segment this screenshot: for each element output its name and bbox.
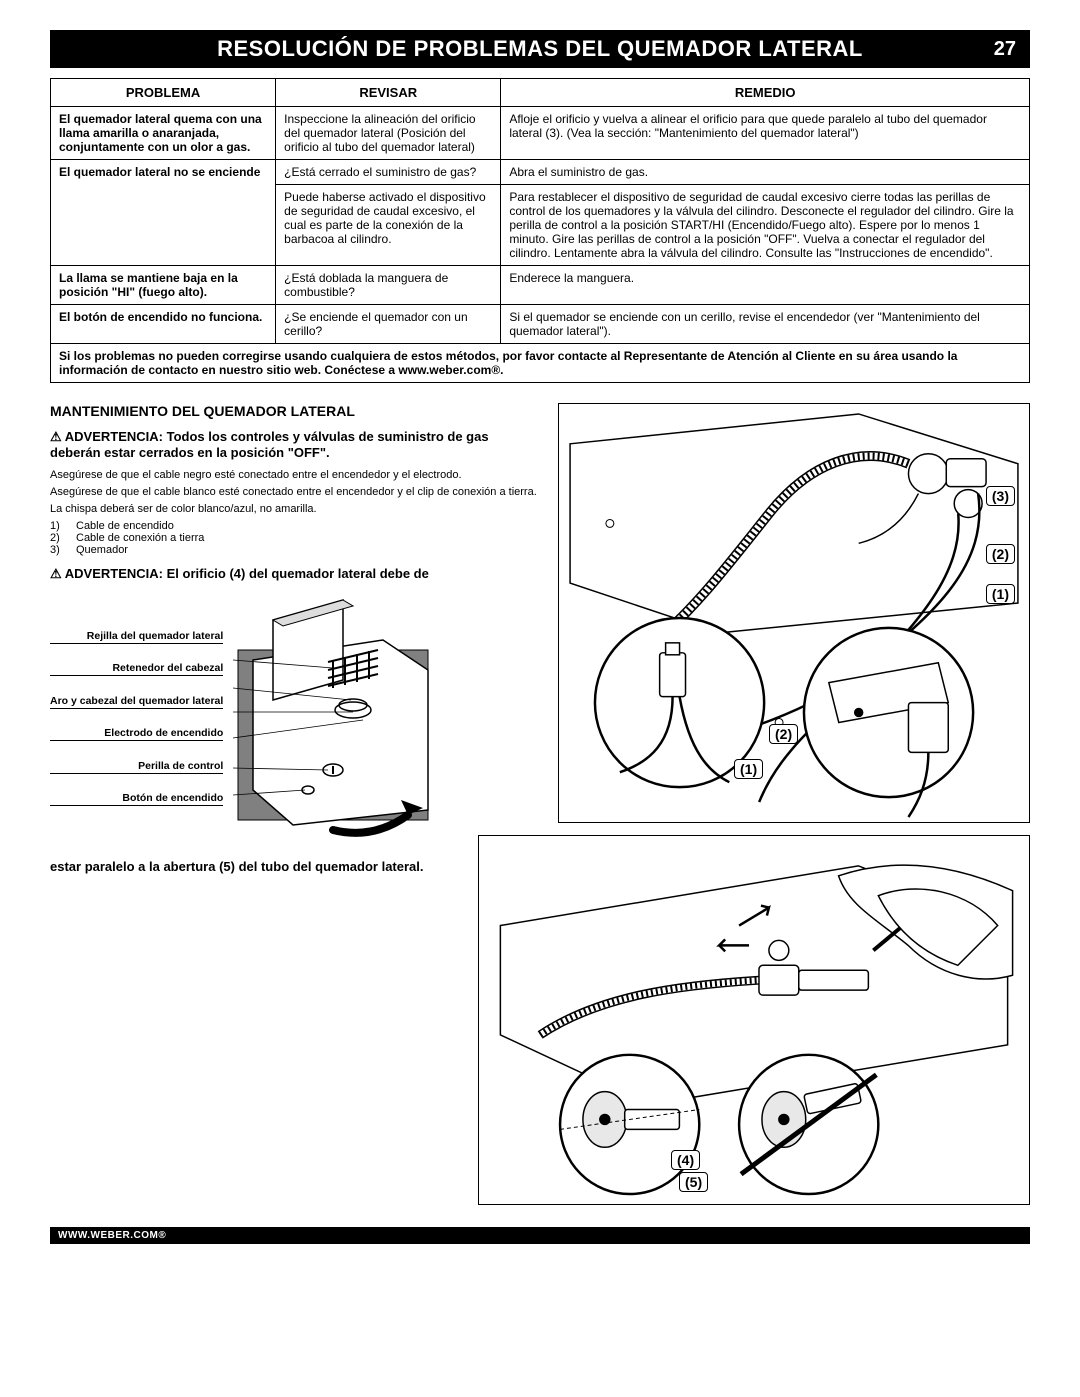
part-label: Botón de encendido — [50, 792, 223, 806]
maintenance-title: MANTENIMIENTO DEL QUEMADOR LATERAL — [50, 403, 540, 419]
maint-p1: Asegúrese de que el cable negro esté con… — [50, 468, 540, 482]
list-item: 1)Cable de encendido — [50, 520, 540, 532]
part-label: Rejilla del quemador lateral — [50, 630, 223, 644]
orifice-illustration: (4) (5) — [478, 835, 1030, 1205]
part-labels: Rejilla del quemador lateral Retenedor de… — [50, 590, 223, 845]
part-label: Perilla de control — [50, 760, 223, 774]
callout-1a: (1) — [986, 584, 1015, 604]
col-revisar: REVISAR — [276, 79, 501, 107]
col-problema: PROBLEMA — [51, 79, 276, 107]
list-item: 3)Quemador — [50, 544, 540, 556]
wiring-illustration: (3) (2) (1) (2) (1) — [558, 403, 1030, 823]
numbered-list: 1)Cable de encendido2)Cable de conexión … — [50, 520, 540, 556]
page-title: RESOLUCIÓN DE PROBLEMAS DEL QUEMADOR LAT… — [217, 36, 863, 62]
callout-3: (3) — [986, 486, 1015, 506]
warning-1: ⚠ ADVERTENCIA: Todos los controles y vál… — [50, 429, 540, 462]
table-row: El botón de encendido no funciona. — [51, 305, 276, 344]
page-number: 27 — [994, 38, 1016, 61]
table-footer: Si los problemas no pueden corregirse us… — [51, 344, 1030, 383]
warning-2: ⚠ ADVERTENCIA: El orificio (4) del quema… — [50, 566, 540, 582]
page-footer: WWW.WEBER.COM® — [50, 1227, 1030, 1244]
part-label: Aro y cabezal del quemador lateral — [50, 695, 223, 709]
callout-5: (5) — [679, 1172, 708, 1192]
part-label: Retenedor del cabezal — [50, 662, 223, 676]
table-row: El quemador lateral no se enciende — [51, 160, 276, 266]
col-remedio: REMEDIO — [501, 79, 1030, 107]
table-row: El quemador lateral quema con una llama … — [51, 107, 276, 160]
page-header: RESOLUCIÓN DE PROBLEMAS DEL QUEMADOR LAT… — [50, 30, 1030, 68]
warning-2-cont: estar paralelo a la abertura (5) del tub… — [50, 859, 540, 875]
callout-2b: (2) — [769, 724, 798, 744]
part-label: Electrodo de encendido — [50, 727, 223, 741]
table-row: La llama se mantiene baja en la posición… — [51, 266, 276, 305]
maint-p3: La chispa deberá ser de color blanco/azu… — [50, 502, 540, 516]
callout-4: (4) — [671, 1150, 700, 1170]
callout-1b: (1) — [734, 759, 763, 779]
list-item: 2)Cable de conexión a tierra — [50, 532, 540, 544]
burner-diagram: Rejilla del quemador lateral Retenedor de… — [50, 590, 540, 845]
callout-2a: (2) — [986, 544, 1015, 564]
troubleshooting-table: PROBLEMA REVISAR REMEDIO El quemador lat… — [50, 78, 1030, 383]
maint-p2: Asegúrese de que el cable blanco esté co… — [50, 485, 540, 499]
side-burner-illustration — [233, 590, 463, 840]
